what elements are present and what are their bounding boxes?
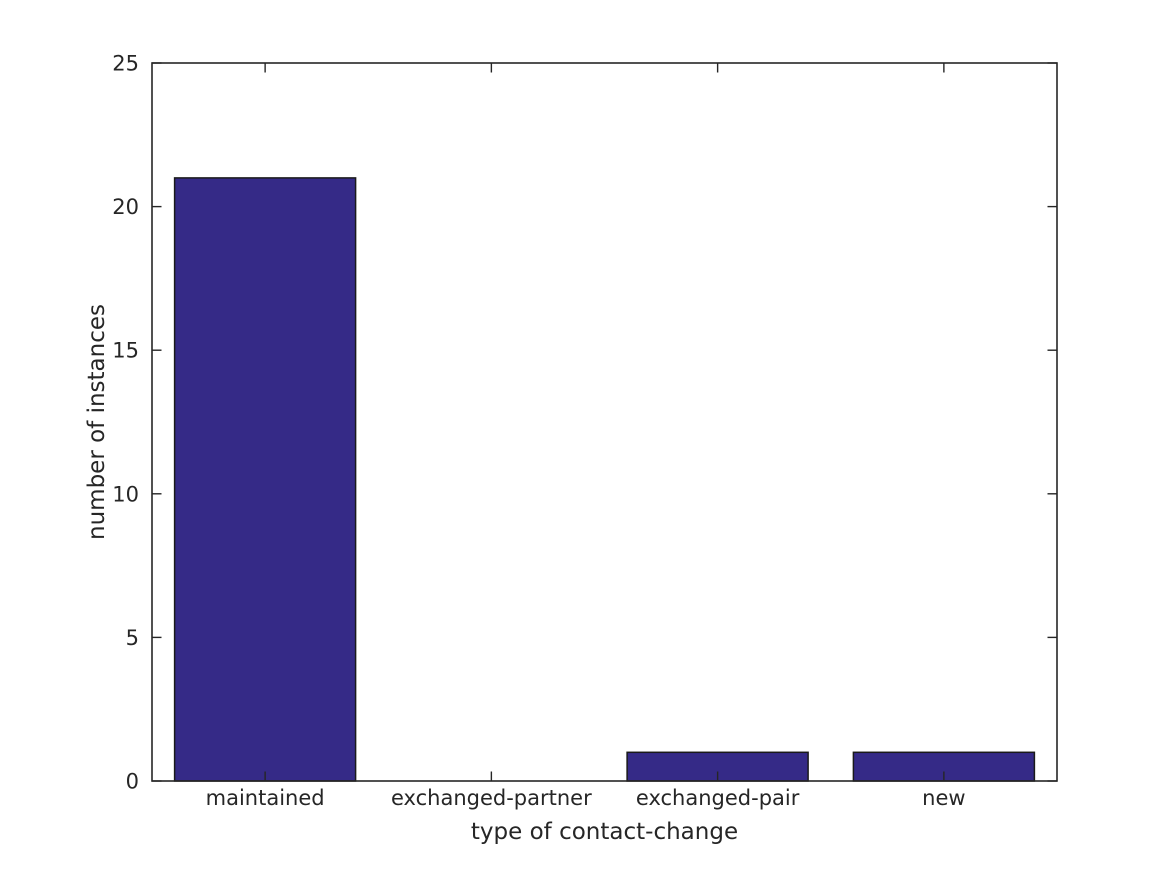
y-tick-label: 10 <box>112 482 139 506</box>
y-tick-label: 25 <box>112 52 139 76</box>
tick-labels-layer: 0 5 10 15 20 25 maintained exchanged-partner exc… <box>112 52 965 811</box>
bar-maintained <box>173 177 357 782</box>
x-tick-label: exchanged-partner <box>391 786 592 810</box>
y-axis-label: number of instances <box>84 304 110 540</box>
y-tick-label: 0 <box>126 770 139 794</box>
x-tick-label: maintained <box>206 786 325 810</box>
y-tick-label: 15 <box>112 339 139 363</box>
bars-layer <box>173 177 1036 782</box>
x-tick-label: new <box>922 786 965 810</box>
x-tick-label: exchanged-pair <box>636 786 800 810</box>
x-axis-label: type of contact-change <box>471 819 738 845</box>
plot-box <box>151 62 1058 782</box>
axes-layer <box>151 62 1058 782</box>
y-tick-label: 5 <box>126 626 139 650</box>
y-tick-label: 20 <box>112 195 139 219</box>
